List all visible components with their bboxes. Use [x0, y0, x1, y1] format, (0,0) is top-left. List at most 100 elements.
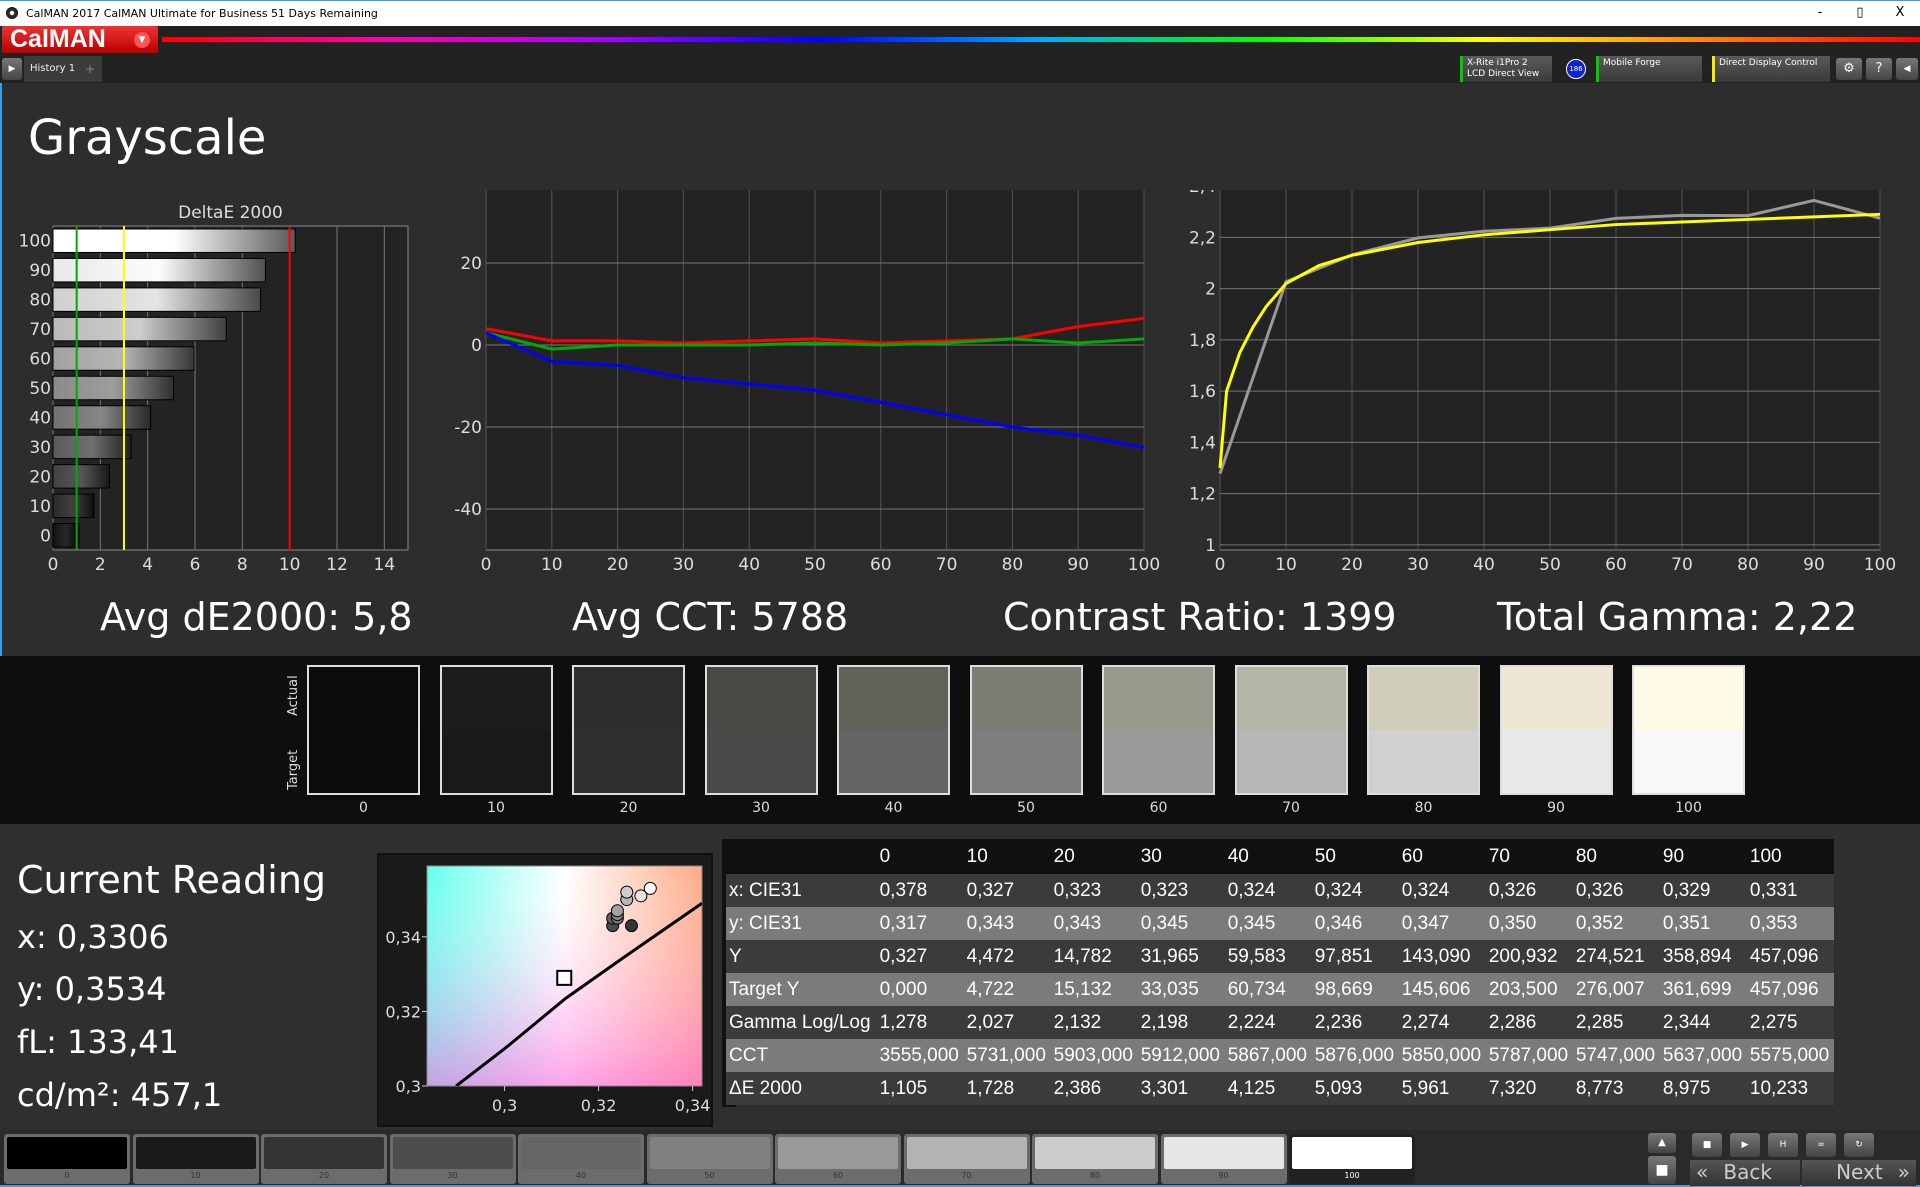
swatch-label: 40	[884, 800, 903, 816]
patch-color	[392, 1137, 513, 1169]
stop-button[interactable]: ■	[1692, 1133, 1722, 1157]
window-title: CalMAN 2017 CalMAN Ultimate for Business…	[0, 0, 1920, 26]
table-cell: 0,324	[1224, 874, 1312, 907]
swatch-target	[309, 730, 418, 793]
table-cell: 0,323	[1137, 874, 1225, 907]
y-tick-label: 70	[29, 320, 51, 340]
table-cell: 0,327	[876, 940, 964, 973]
expand-icon[interactable]: ▶	[2, 58, 22, 80]
deltae-chart: DeltaE 2000 0 2 4 6 8 10 12 14 0 10 20 30 40 50 60 70 80 9…	[19, 203, 409, 575]
row-label: Target Y	[726, 973, 877, 1006]
minimize-button[interactable]: -	[1817, 5, 1823, 20]
patch-button-70[interactable]: 70	[903, 1134, 1030, 1184]
swatch-actual	[1104, 667, 1213, 730]
meter-badge[interactable]: 186	[1566, 59, 1586, 79]
swatch-label: 60	[1149, 800, 1168, 816]
row-label: x: CIE31	[726, 874, 877, 907]
patch-color	[521, 1137, 641, 1169]
table-cell: 145,606	[1398, 973, 1486, 1006]
chevron-down-icon[interactable]: ▼	[134, 32, 150, 48]
patch-button-80[interactable]: 80	[1032, 1134, 1158, 1184]
patch-button-20[interactable]: 20	[261, 1134, 387, 1184]
x-tick-label: 10	[279, 555, 301, 575]
collapse-icon[interactable]: ◀	[1896, 58, 1918, 80]
y-tick-label: -20	[454, 418, 482, 438]
swatch-label: 0	[359, 800, 368, 816]
swatch-50	[969, 665, 1083, 795]
meter-selector[interactable]: X-Rite i1Pro 2 LCD Direct View	[1460, 56, 1552, 82]
y-tick-label: -40	[454, 500, 482, 520]
table-cell: 0,345	[1224, 907, 1312, 940]
table-cell: 5,961	[1398, 1072, 1486, 1105]
patch-button-40[interactable]: 40	[518, 1134, 644, 1184]
settings-gear-icon[interactable]: ⚙	[1836, 58, 1862, 80]
column-header: 40	[1224, 839, 1312, 874]
column-header: 10	[963, 839, 1051, 874]
table-cell: 5850,000	[1398, 1039, 1486, 1072]
y-tick-label: 1,8	[1189, 331, 1216, 351]
column-header: 30	[1137, 839, 1225, 874]
table-cell: 457,096	[1746, 940, 1834, 973]
swatch-target	[574, 730, 683, 793]
x-tick-label: 60	[870, 555, 892, 575]
maximize-button[interactable]: ▯	[1856, 5, 1864, 20]
help-icon[interactable]: ?	[1866, 58, 1892, 80]
table-cell: 358,894	[1659, 940, 1747, 973]
patch-button-10[interactable]: 10	[132, 1134, 259, 1184]
meter-name: X-Rite i1Pro 2	[1467, 58, 1528, 68]
back-button[interactable]: « Back	[1690, 1160, 1800, 1186]
patch-button-0[interactable]: 0	[4, 1134, 130, 1184]
refresh-button[interactable]: ↻	[1844, 1133, 1874, 1157]
x-tick-label: 0,3	[492, 1096, 517, 1115]
hold-button[interactable]: H	[1768, 1133, 1798, 1157]
series-line	[1218, 198, 1881, 475]
x-tick-label: 50	[804, 555, 826, 575]
x-tick-label: 40	[738, 555, 760, 575]
x-tick-label: 6	[190, 555, 201, 575]
patch-button-100[interactable]: 100	[1289, 1134, 1415, 1184]
patch-button-60[interactable]: 60	[775, 1134, 901, 1184]
row-label: Y	[726, 940, 877, 973]
x-tick-label: 4	[142, 555, 153, 575]
display-selector[interactable]: Direct Display Control	[1712, 56, 1830, 82]
swatch-actual	[1634, 667, 1743, 730]
patch-button-50[interactable]: 50	[646, 1134, 773, 1184]
swatch-70	[1234, 665, 1348, 795]
table-cell: 276,007	[1572, 973, 1660, 1006]
play-button[interactable]: ▶	[1730, 1133, 1760, 1157]
table-cell: 0,331	[1746, 874, 1834, 907]
target-label: Target	[286, 749, 301, 790]
table-cell: 0,317	[876, 907, 964, 940]
x-tick-label: 100	[1128, 555, 1160, 575]
column-header: 60	[1398, 839, 1486, 874]
table-cell: 200,932	[1485, 940, 1573, 973]
patch-button-90[interactable]: 90	[1160, 1134, 1287, 1184]
source-selector[interactable]: Mobile Forge	[1596, 56, 1702, 82]
stop-big-button[interactable]: ■	[1648, 1156, 1676, 1184]
bar	[52, 316, 227, 342]
calman-menu-button[interactable]: CalMAN	[2, 26, 158, 53]
next-button[interactable]: Next »	[1802, 1160, 1916, 1186]
row-label: CCT	[726, 1039, 877, 1072]
table-cell: 2,198	[1137, 1006, 1225, 1039]
table-cell: 0,327	[963, 874, 1051, 907]
swatch-20	[572, 665, 685, 795]
tab-history-1[interactable]: History 1	[24, 56, 78, 82]
table-cell: 2,286	[1485, 1006, 1573, 1039]
x-tick-label: 30	[673, 555, 695, 575]
loop-button[interactable]: ∞	[1806, 1133, 1836, 1157]
table-cell: 98,669	[1311, 973, 1399, 1006]
up-button[interactable]: ▲	[1648, 1133, 1676, 1153]
patch-color	[778, 1137, 898, 1169]
patch-label: 80	[1089, 1171, 1101, 1180]
table-cell: 5747,000	[1572, 1039, 1660, 1072]
x-tick-label: 70	[1671, 555, 1693, 575]
table-cell: 2,275	[1746, 1006, 1834, 1039]
bar	[52, 434, 132, 460]
close-button[interactable]: X	[1895, 5, 1905, 20]
patch-color	[1163, 1137, 1284, 1169]
add-tab-button[interactable]: +	[78, 56, 102, 82]
y-tick-label: 2	[1205, 280, 1216, 300]
x-tick-label: 0,34	[675, 1096, 711, 1115]
patch-button-30[interactable]: 30	[389, 1134, 516, 1184]
